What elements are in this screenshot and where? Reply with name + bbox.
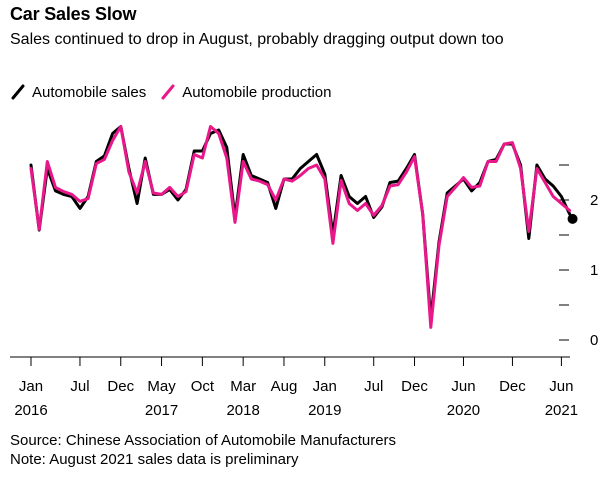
x-tick-label-5: Mar	[230, 378, 256, 395]
x-tick-label-8: Jul	[364, 378, 383, 395]
x-tick-label-12: Jun	[549, 378, 573, 395]
x-tick-label-7: Jan	[313, 378, 337, 395]
x-year-label-10: 2020	[447, 402, 480, 419]
x-tick-label-4: Oct	[191, 378, 215, 395]
x-tick-label-2: Dec	[107, 378, 134, 395]
x-tick-label-11: Dec	[499, 378, 526, 395]
y-tick-label-2: 1	[590, 262, 598, 279]
footer-notes: Source: Chinese Association of Automobil…	[10, 431, 396, 469]
series-lines	[29, 125, 578, 329]
legend-label-sales: Automobile sales	[32, 83, 147, 101]
chart-title: Car Sales Slow	[10, 4, 137, 24]
x-tick-label-6: Aug	[271, 378, 298, 395]
legend-item-production: Automobile production	[160, 83, 332, 101]
legend-label-production: Automobile production	[182, 83, 332, 101]
legend-swatch-production-icon	[161, 84, 175, 100]
x-tick-label-10: Jun	[451, 378, 475, 395]
x-year-label-5: 2018	[226, 402, 259, 419]
y-tick-label-0: 0	[590, 332, 598, 349]
latest-value-marker	[567, 213, 578, 224]
x-year-label-12: 2021	[545, 402, 578, 419]
legend-swatch-sales-icon	[11, 84, 25, 100]
note-text: Note: August 2021 sales data is prelimin…	[10, 451, 299, 468]
series-line-automobile-sales	[29, 125, 572, 321]
x-axis-ticks: Jan 2016 Jul Dec May 2017 Oct Mar 2018 Aug Jan 2019…	[14, 357, 578, 419]
legend-item-sales: Automobile sales	[10, 83, 146, 101]
y-tick-label-4: 2	[590, 192, 598, 209]
legend: Automobile sales Automobile production	[10, 83, 346, 101]
x-tick-label-3: May	[147, 378, 176, 395]
x-tick-label-0: Jan	[19, 378, 43, 395]
x-year-label-7: 2019	[308, 402, 341, 419]
x-tick-label-1: Jul	[70, 378, 89, 395]
source-text: Source: Chinese Association of Automobil…	[10, 432, 397, 449]
x-year-label-0: 2016	[14, 402, 47, 419]
x-year-label-3: 2017	[145, 402, 178, 419]
y-gridlines: 0 1 2	[559, 164, 598, 349]
chart-subtitle: Sales continued to drop in August, proba…	[10, 31, 504, 48]
x-tick-label-9: Dec	[401, 378, 428, 395]
series-line-automobile-production	[29, 125, 572, 329]
